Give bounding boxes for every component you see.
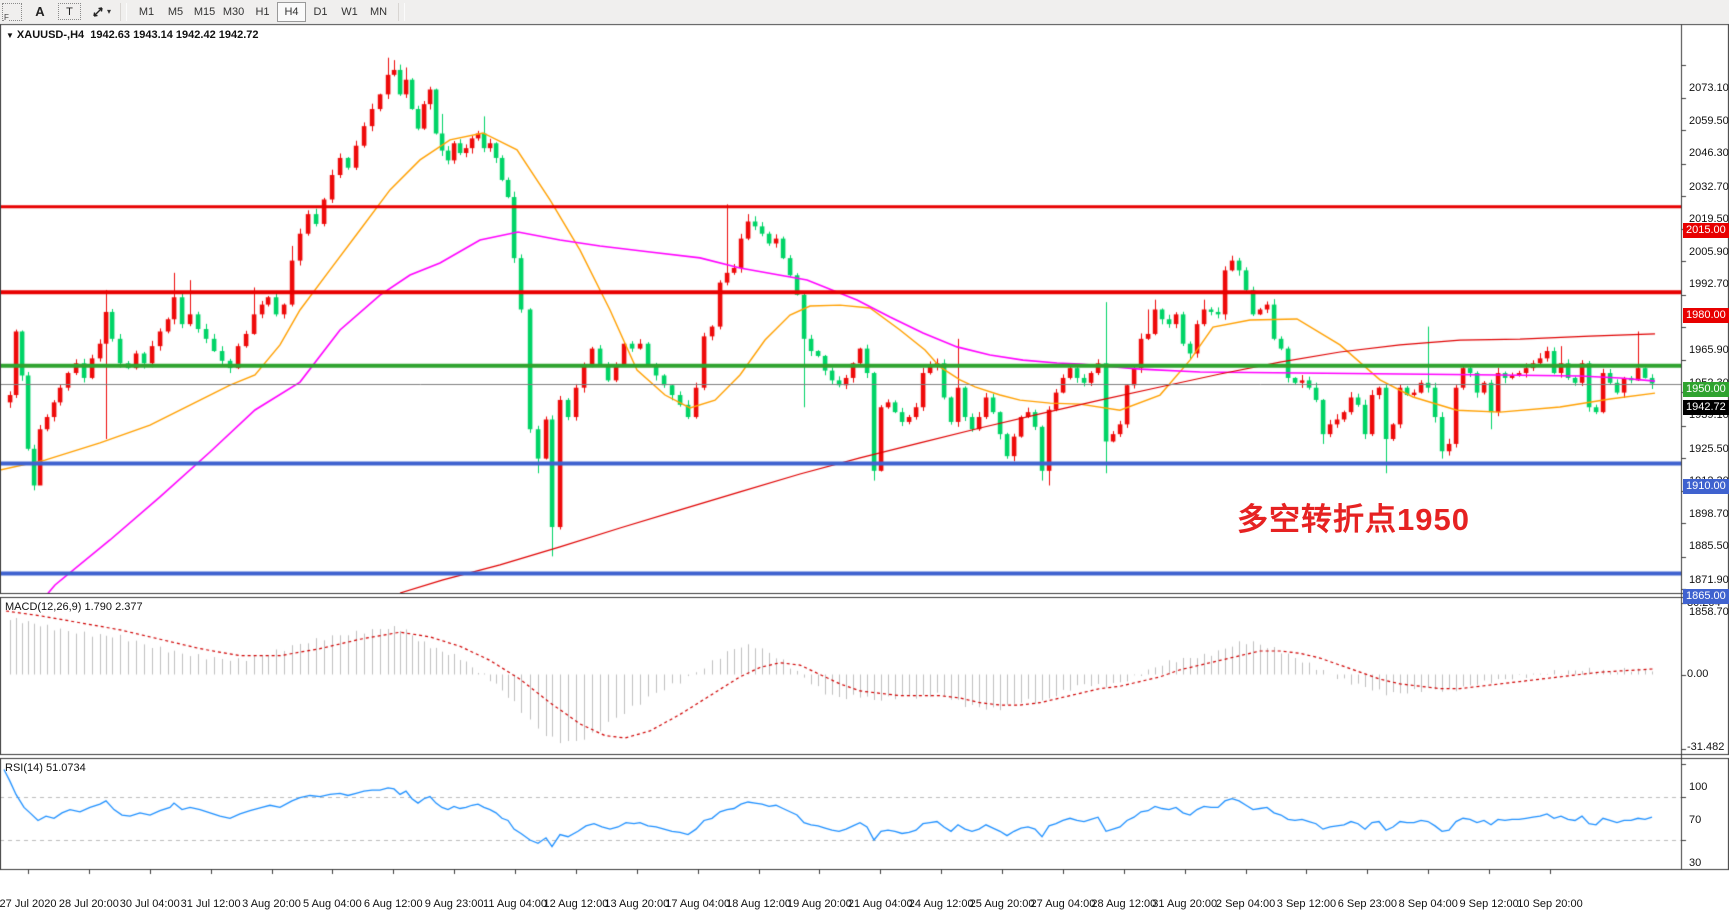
price-axis-tick-label: 1965.90 (1689, 343, 1729, 356)
time-axis-label: 3 Aug 20:00 (242, 898, 301, 910)
price-axis-tick-label: 1871.90 (1689, 573, 1729, 586)
time-axis-label: 30 Jul 04:00 (119, 898, 180, 910)
collapse-caret-icon[interactable]: ▼ (6, 31, 14, 40)
timeframe-button-d1[interactable]: D1 (313, 5, 328, 18)
chart-area: ▼ XAUUSD-,H4 1942.63 1943.14 1942.42 1942… (0, 23, 1729, 910)
price-level-badge: 1950.00 (1683, 381, 1729, 397)
time-axis-label: 9 Sep 12:00 (1459, 898, 1519, 910)
timeframe-button-mn[interactable]: MN (369, 5, 388, 18)
chart-symbol-title: ▼ XAUUSD-,H4 1942.63 1943.14 1942.42 1942… (6, 29, 259, 41)
time-axis-label: 28 Aug 12:00 (1091, 898, 1157, 910)
time-axis-label: 12 Aug 12:00 (543, 898, 609, 910)
price-axis-tick-label: 1898.70 (1689, 508, 1729, 521)
timeframe-button-m30[interactable]: M30 (222, 5, 245, 18)
time-axis-label: 13 Aug 20:00 (604, 898, 670, 910)
toolbar-separator (398, 2, 406, 21)
price-axis-tick-label: 2046.30 (1689, 147, 1729, 160)
time-axis-label: 17 Aug 04:00 (665, 898, 731, 910)
timeframe-button-m5[interactable]: M5 (167, 5, 184, 18)
toolbar-grip-icon[interactable]: F (2, 2, 22, 22)
price-axis-tick-label: 2059.50 (1689, 115, 1729, 128)
price-axis-tick-label: 2073.10 (1689, 81, 1729, 94)
price-axis-tick-label: 1885.50 (1689, 540, 1729, 553)
timeframe-button-w1[interactable]: W1 (341, 5, 358, 18)
text-tool-button[interactable]: T (58, 3, 81, 20)
ohlc-values: 1942.63 1943.14 1942.42 1942.72 (90, 29, 259, 41)
price-chart-canvas[interactable] (0, 23, 1729, 893)
rsi-indicator-label: RSI(14) 51.0734 (5, 762, 86, 774)
rsi-axis-label: 30 (1689, 856, 1702, 869)
time-axis-label: 31 Jul 12:00 (180, 898, 241, 910)
price-axis-tick-label: 2019.50 (1689, 212, 1729, 225)
time-axis-label: 8 Sep 04:00 (1398, 898, 1458, 910)
macd-axis-zero: 0.00 (1687, 668, 1709, 680)
time-axis-label: 6 Sep 23:00 (1337, 898, 1398, 910)
price-level-badge: 2015.00 (1683, 222, 1729, 238)
price-axis-tick-label: 1992.70 (1689, 278, 1729, 291)
time-axis-label: 5 Aug 04:00 (303, 898, 362, 910)
time-axis-label: 2 Sep 04:00 (1215, 898, 1276, 910)
time-axis-label: 19 Aug 20:00 (787, 898, 852, 910)
timeframe-button-m1[interactable]: M1 (138, 5, 155, 18)
toolbar-separator (120, 2, 128, 21)
macd-indicator-label: MACD(12,26,9) 1.790 2.377 (5, 601, 143, 613)
current-price-badge: 1942.72 (1683, 399, 1729, 415)
rsi-axis-label: 100 (1689, 781, 1708, 793)
symbol-label: XAUUSD-,H4 (16, 29, 85, 41)
price-level-badge: 1865.00 (1683, 589, 1729, 605)
time-axis-label: 9 Aug 23:00 (424, 898, 484, 910)
time-axis-label: 11 Aug 04:00 (483, 898, 548, 910)
time-axis-label: 21 Aug 04:00 (847, 898, 913, 910)
arrows-dropdown-button[interactable]: ▾ (87, 1, 115, 22)
time-axis-label: 10 Sep 20:00 (1517, 898, 1583, 910)
time-axis-label: 27 Jul 2020 (0, 898, 57, 910)
price-axis-tick-label: 1858.70 (1689, 605, 1729, 618)
timeframe-button-h4[interactable]: H4 (277, 1, 307, 22)
time-axis-label: 18 Aug 12:00 (726, 898, 791, 910)
time-axis-label: 3 Sep 12:00 (1276, 898, 1337, 910)
time-axis-label: 31 Aug 20:00 (1152, 898, 1218, 910)
price-axis-tick-label: 1925.50 (1689, 442, 1729, 455)
chinese-annotation: 多空转折点1950 (1237, 502, 1470, 537)
time-axis-label: 6 Aug 12:00 (363, 898, 423, 910)
timeframe-button-m15[interactable]: M15 (193, 5, 216, 18)
chevron-down-icon: ▾ (107, 7, 112, 16)
price-axis-tick-label: 2032.70 (1689, 180, 1729, 193)
rsi-axis-label: 70 (1689, 813, 1702, 826)
time-axis-label: 27 Aug 04:00 (1030, 898, 1096, 910)
top-toolbar: F A T ▾ M1 M5 M15 M30 H1 H4 D1 W1 MN (0, 0, 1729, 24)
price-level-badge: 1980.00 (1683, 308, 1729, 324)
macd-axis-min: -31.482 (1687, 741, 1725, 753)
time-axis-label: 25 Aug 20:00 (969, 898, 1035, 910)
time-axis-label: 24 Aug 12:00 (908, 898, 974, 910)
time-axis-label: 28 Jul 20:00 (58, 898, 119, 910)
timeframe-bar: M1 M5 M15 M30 H1 H4 D1 W1 MN (132, 1, 393, 22)
price-axis-tick-label: 2005.90 (1689, 246, 1729, 259)
timeframe-button-h1[interactable]: H1 (255, 5, 270, 18)
diagonal-arrows-icon (93, 6, 103, 17)
price-level-badge: 1910.00 (1683, 479, 1729, 495)
annotate-a-button[interactable]: A (35, 4, 45, 19)
